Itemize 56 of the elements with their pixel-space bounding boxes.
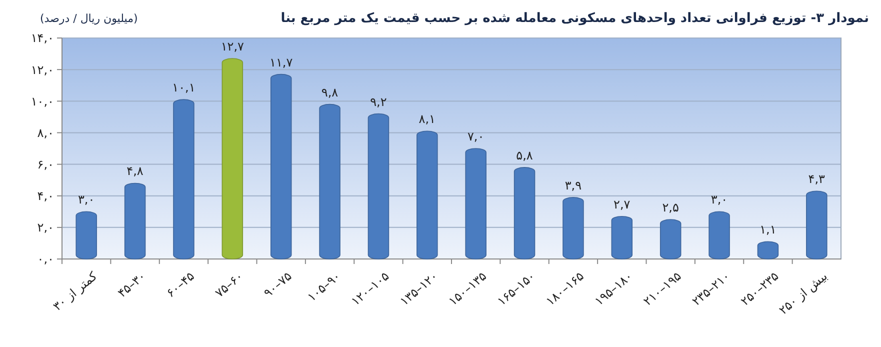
x-tick-label: ۱۹۵–۲۱۰ xyxy=(640,269,684,308)
x-tick-label: ۱۶۵–۱۸۰ xyxy=(543,269,587,308)
y-tick-label: ۶,۰ xyxy=(37,157,54,172)
x-tick-label: ۱۵۰–۱۶۵ xyxy=(494,269,538,308)
data-label: ۱۲,۷ xyxy=(220,40,245,54)
x-tick-label: ۷۵–۹۰ xyxy=(261,269,294,300)
data-label: ۲,۵ xyxy=(662,200,679,215)
data-label: ۳,۰ xyxy=(78,192,95,207)
x-tick-label: ۶۰–۷۵ xyxy=(212,269,246,300)
y-tick-label: ۸,۰ xyxy=(37,126,54,140)
data-label: ۷,۰ xyxy=(467,130,484,144)
bar xyxy=(319,104,340,260)
data-label: ۸,۱ xyxy=(418,112,436,126)
bar xyxy=(76,211,97,260)
bar xyxy=(562,197,584,260)
bar xyxy=(465,148,486,260)
x-tick-label: ۳۰–۴۵ xyxy=(115,269,148,300)
data-label: ۹,۲ xyxy=(370,94,387,109)
data-label: ۱۰,۱ xyxy=(172,80,196,95)
data-label: ۳,۹ xyxy=(564,178,582,192)
x-tick-label: ۹۰–۱۰۵ xyxy=(304,269,344,304)
data-label: ۱۱,۷ xyxy=(270,55,294,70)
data-label: ۹,۸ xyxy=(321,85,339,100)
x-tick-label: ۱۲۰–۱۳۵ xyxy=(397,269,440,308)
bar xyxy=(611,216,633,260)
x-tick-label: ۱۰۵–۱۲۰ xyxy=(348,269,392,308)
data-label: ۵,۸ xyxy=(516,148,534,162)
bar xyxy=(270,74,292,260)
x-tick-label: ۲۳۵–۲۵۰ xyxy=(738,269,782,308)
x-tick-label: ۲۱۰–۲۳۵ xyxy=(689,269,733,308)
chart-subtitle: (میلیون ریال / درصد) xyxy=(40,12,138,25)
bar xyxy=(806,190,828,260)
x-tick-label: ۱۳۵–۱۵۰ xyxy=(446,269,490,308)
bar xyxy=(416,130,438,260)
y-tick-label: ۰,۰ xyxy=(37,252,54,266)
y-tick-label: ۲,۰ xyxy=(37,220,54,235)
y-tick-label: ۱۲,۰ xyxy=(30,62,54,77)
y-tick-label: ۱۰,۰ xyxy=(30,94,54,108)
bar xyxy=(173,99,194,260)
chart-title: نمودار ۳- توزیع فراوانی تعداد واحدهای مسکونی معامله شده بر حسب قیمت یک متر مربع بنا xyxy=(280,11,869,26)
bar xyxy=(708,211,730,260)
bar xyxy=(660,219,682,260)
x-tick-label: ۴۵–۶۰ xyxy=(164,269,198,300)
data-label: ۱,۱ xyxy=(760,222,776,237)
y-tick-label: ۱۴,۰ xyxy=(30,31,54,46)
y-tick-label: ۴,۰ xyxy=(37,189,54,204)
bar xyxy=(514,167,536,260)
bar xyxy=(124,182,146,260)
bar xyxy=(368,113,390,260)
x-tick-label: ۱۸۰–۱۹۵ xyxy=(592,269,636,308)
data-label: ۲,۷ xyxy=(614,197,631,212)
bar xyxy=(222,58,244,260)
x-tick-label: کمتر از ۳۰ xyxy=(50,268,100,314)
data-label: ۳,۰ xyxy=(710,192,728,207)
data-label: ۴,۳ xyxy=(808,172,826,186)
data-label: ۴,۸ xyxy=(126,164,144,178)
